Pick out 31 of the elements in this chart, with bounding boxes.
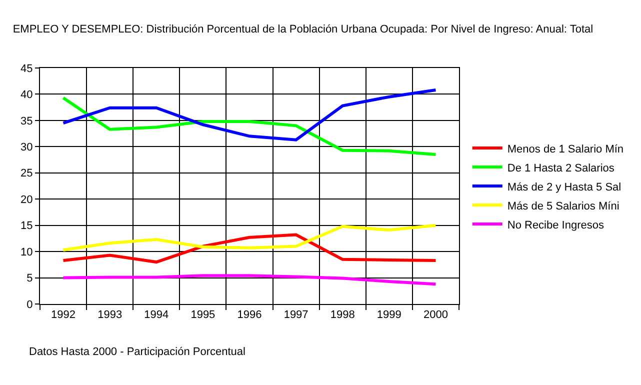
x-tick-label: 1999 bbox=[376, 309, 402, 322]
y-tick-label: 20 bbox=[20, 194, 33, 206]
x-tick-label: 1993 bbox=[98, 309, 122, 322]
y-tick-label: 15 bbox=[20, 220, 33, 232]
line-series bbox=[62, 96, 438, 156]
legend-label: De 1 Hasta 2 Salarios bbox=[507, 162, 615, 174]
y-tick-label: 30 bbox=[20, 142, 33, 154]
line-series bbox=[62, 224, 438, 252]
y-tick-label: 10 bbox=[20, 246, 33, 258]
x-tick-label: 1996 bbox=[237, 309, 262, 322]
y-tick-label: 35 bbox=[20, 115, 33, 128]
legend-label: Menos de 1 Salario Mín bbox=[507, 143, 624, 156]
x-tick-label: 1994 bbox=[144, 309, 169, 322]
y-tick-label: 0 bbox=[26, 298, 33, 311]
y-tick-label: 5 bbox=[26, 272, 33, 285]
line-series bbox=[62, 88, 438, 142]
legend-label: Más de 5 Salarios Míni bbox=[507, 200, 620, 212]
chart-title: EMPLEO Y DESEMPLEO: Distribución Porcentual de la Población Urbana Ocupada: Por Nivel de Ingreso: Anual: Total bbox=[12, 24, 594, 36]
y-tick-label: 25 bbox=[20, 168, 33, 180]
y-tick-label: 45 bbox=[20, 62, 33, 75]
x-tick-label: 1997 bbox=[284, 309, 308, 322]
line-series bbox=[62, 233, 438, 264]
x-tick-label: 2000 bbox=[423, 309, 448, 322]
legend-label: No Recibe Ingresos bbox=[507, 219, 604, 232]
text: Datos Hasta 2000 - Participación Porcentual bbox=[29, 346, 246, 358]
y-tick-label: 40 bbox=[20, 89, 33, 102]
x-tick-label: 1995 bbox=[190, 309, 216, 322]
legend-label: Más de 2 y Hasta 5 Sal bbox=[507, 181, 622, 194]
x-tick-label: 1992 bbox=[51, 309, 76, 322]
line-series bbox=[62, 274, 438, 286]
x-tick-label: 1998 bbox=[330, 309, 355, 322]
